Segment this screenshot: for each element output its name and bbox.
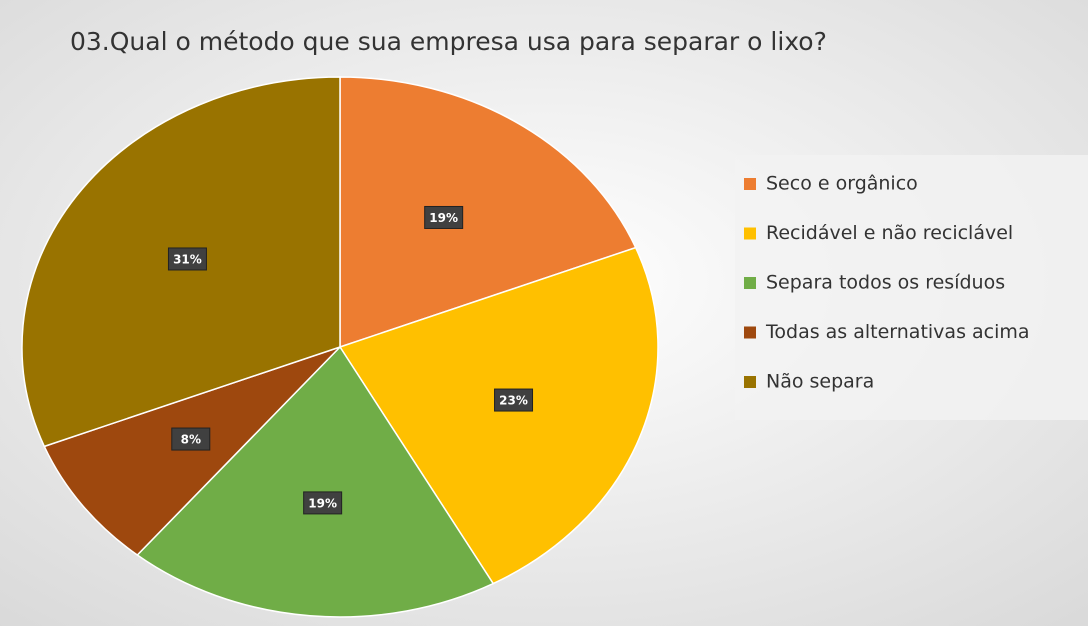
data-label: 23% [499, 394, 528, 408]
legend-label: Recidável e não reciclável [766, 222, 1013, 244]
data-label-box [494, 388, 534, 412]
legend-swatch [744, 277, 756, 289]
data-label: 31% [173, 252, 202, 266]
chart-title: 03.Qual o método que sua empresa usa par… [70, 27, 827, 56]
pie-slice [338, 246, 659, 585]
legend-label: Todas as alternativas acima [765, 321, 1030, 343]
data-label-box [424, 205, 464, 229]
data-label-box [167, 247, 207, 271]
pie-slice [136, 345, 495, 618]
data-label: 19% [429, 211, 458, 225]
data-label: 8% [181, 433, 201, 447]
pie-slice [339, 76, 637, 349]
legend-label: Separa todos os resíduos [766, 272, 1005, 294]
legend-swatch [744, 178, 756, 190]
data-label: 19% [308, 496, 337, 510]
legend-label: Seco e orgânico [766, 173, 918, 195]
legend-swatch [744, 227, 756, 240]
legend-swatch [744, 326, 756, 339]
legend-box [735, 155, 1088, 420]
pie-slice [43, 346, 341, 557]
data-label-box [303, 491, 343, 515]
data-label-box [171, 427, 211, 451]
legend-label: Não separa [766, 371, 874, 393]
legend-swatch [744, 376, 756, 388]
